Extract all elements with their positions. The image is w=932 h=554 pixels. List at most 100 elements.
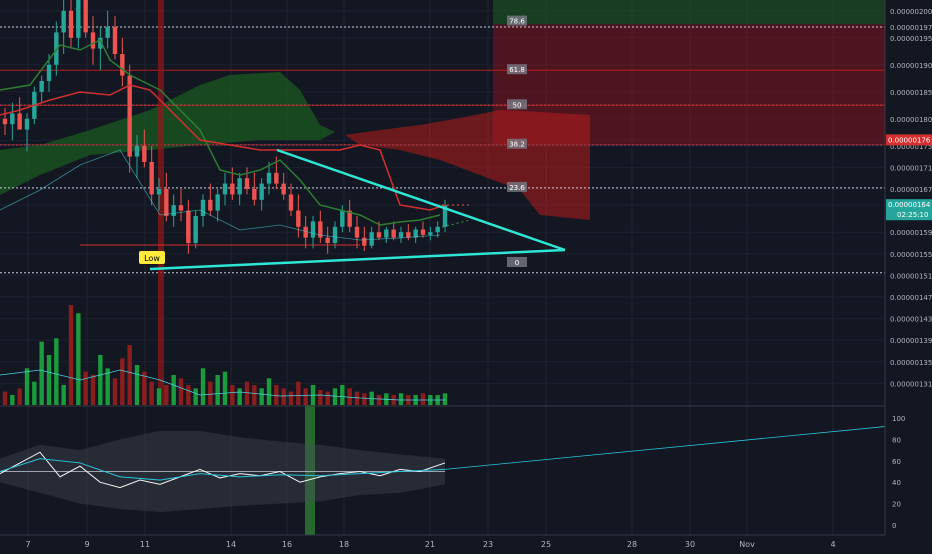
time-tick-label: 11: [140, 540, 150, 549]
price-tick-label: 0.00000139: [890, 337, 932, 345]
time-tick-label: 7: [25, 540, 30, 549]
volume-bar: [237, 388, 242, 405]
candle-body: [127, 75, 132, 157]
volume-bar: [215, 375, 220, 405]
fib-label-box: [507, 64, 527, 75]
time-tick-label: 9: [84, 540, 89, 549]
candle-body: [281, 183, 286, 195]
volume-bar: [24, 368, 30, 405]
time-axis: 7 9 11 14 16 18 21 23 25 28 30 Nov 4: [0, 534, 932, 550]
volume-bar: [127, 345, 132, 405]
oscillator-trendline: [444, 426, 886, 470]
fib-label: 78.6: [509, 18, 525, 26]
price-tick-label: 0.00000155: [890, 251, 932, 259]
oscillator-signal-line: [0, 458, 446, 481]
volume-ma-line: [0, 369, 445, 401]
candle-body: [398, 232, 404, 238]
price-tick-label: 0.00000167: [890, 186, 932, 194]
volume-bar: [420, 393, 426, 405]
time-tick-label: 4: [830, 540, 835, 549]
candle-body: [288, 194, 294, 211]
time-tick-label: 14: [226, 540, 236, 549]
volume-bar: [98, 355, 103, 405]
candle-body: [164, 189, 169, 216]
volume-bar: [120, 358, 125, 405]
volume-bar: [2, 391, 8, 405]
volume-bar: [68, 305, 74, 405]
oscillator-tick-label: 0: [892, 522, 896, 530]
fib-label-box: [507, 99, 527, 110]
volume-bar: [354, 391, 360, 405]
time-tick-label: 28: [627, 540, 637, 549]
fib-label: 61.8: [509, 66, 525, 74]
price-tick-label: 0.00000195: [890, 35, 932, 43]
volume-bar: [208, 381, 213, 405]
red-price-badge: [886, 134, 932, 146]
triangle-lower-trendline: [149, 248, 566, 271]
price-tick-label: 0.00000185: [890, 89, 932, 97]
volume-bar: [274, 385, 279, 405]
volume-bar: [112, 378, 118, 405]
fib-label: 38.2: [509, 141, 525, 149]
candle-body: [76, 0, 81, 38]
volume-bar: [398, 393, 404, 405]
candle-body: [244, 178, 250, 189]
volume-bar: [178, 378, 184, 405]
candle-body: [61, 10, 66, 33]
red-price-badge-text: 0.00000176: [888, 136, 931, 144]
candle-body: [39, 81, 44, 92]
price-axis: 0.00000200 0.00000197 0.00000195 0.00000190…: [884, 0, 932, 535]
price-tick-label: 0.00000171: [890, 164, 932, 172]
vertical-green-highlight: [305, 405, 315, 535]
volume-bar: [54, 338, 59, 405]
volume-bar: [156, 388, 162, 405]
candle-body: [376, 232, 382, 238]
fib-label: 50: [513, 101, 522, 109]
volume-bar: [32, 381, 37, 405]
volume-bar: [83, 371, 88, 405]
ichimoku-cloud-green: [0, 72, 335, 195]
lagging-span: [0, 149, 441, 241]
fib-label-box: [507, 256, 527, 267]
volume-bar: [76, 313, 81, 405]
volume-bar: [222, 371, 228, 405]
volume-bar: [244, 381, 250, 405]
candle-body: [296, 210, 301, 227]
volume-bar: [266, 378, 272, 405]
candle-body: [420, 229, 426, 235]
volume-bar: [259, 388, 264, 405]
time-tick-label: 30: [685, 540, 695, 549]
candle-body: [442, 205, 448, 227]
candle-body: [222, 183, 228, 195]
volume-bar: [193, 388, 198, 405]
ichimoku-cloud-red: [345, 110, 590, 220]
price-tick-label: 0.00000200: [890, 8, 932, 16]
candle-body: [318, 221, 323, 238]
candle-body: [230, 183, 235, 195]
price-tick-label: 0.00000131: [890, 380, 932, 388]
fib-label-box: [507, 138, 527, 149]
price-tick-label: 0.00000147: [890, 294, 932, 302]
volume-bar: [10, 395, 15, 405]
candle-body: [413, 229, 418, 238]
price-tick-label: 0.00000180: [890, 116, 932, 124]
candle-body: [354, 226, 360, 238]
ichimoku-conversion-line: [0, 84, 446, 211]
ichimoku-baseline: [0, 38, 441, 226]
volume-bar: [186, 385, 191, 405]
price-tick-label: 0.00000151: [890, 272, 932, 280]
candle-body: [215, 194, 220, 211]
candle-body: [310, 221, 316, 238]
candle-body: [90, 32, 96, 49]
candle-body: [384, 229, 389, 238]
candle-body: [186, 210, 191, 243]
volume-bar: [318, 390, 323, 405]
volume-bar: [164, 385, 169, 405]
volume-bar: [325, 391, 330, 405]
candle-body: [2, 118, 8, 125]
volume-bar: [134, 365, 140, 405]
volume-bar: [340, 385, 345, 405]
candle-body: [391, 229, 396, 238]
price-tick-label: 0.00000159: [890, 229, 932, 237]
